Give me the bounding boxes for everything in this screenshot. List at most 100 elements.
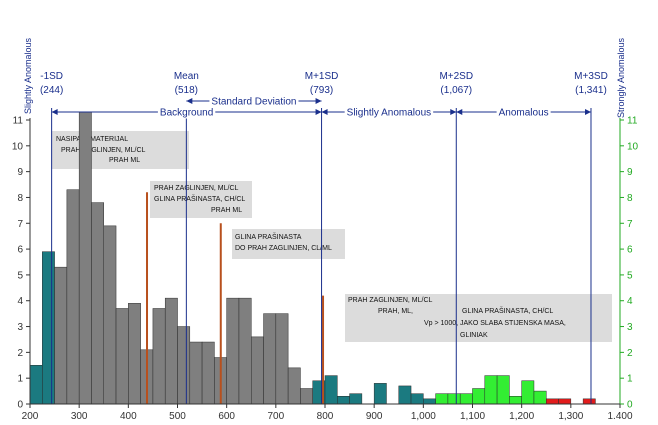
histogram-bar [496, 375, 510, 405]
histogram-bar [324, 375, 338, 405]
annotation-box: PRAH ZAGLINJEN, ML/CL GLINA PRAŠINASTA, C… [150, 181, 252, 218]
zone-arrow-left [51, 109, 58, 115]
histogram-bar [29, 365, 43, 405]
annotation-text: PRAH ML [211, 207, 242, 214]
zone-label: Anomalous [499, 108, 549, 119]
y-tick-label-left: 3 [17, 322, 23, 333]
stat-label: -1SD [40, 71, 63, 82]
y-tick-label-left: 1 [17, 374, 23, 385]
histogram-bar [546, 398, 559, 405]
annotation-text: PRAH ZAGLINJEN, ML/CL [348, 297, 433, 304]
histogram-bar [558, 398, 572, 405]
annotation-text: GLINA PRAŠINASTA, CH/CL [154, 194, 245, 203]
x-tick-label: 900 [366, 411, 383, 422]
y-tick-label-left: 2 [17, 348, 23, 359]
stat-value-label: (244) [40, 85, 63, 96]
annotation-text: GLINIAK [460, 332, 488, 339]
histogram-bar [447, 393, 461, 405]
zone-label-background [157, 107, 216, 119]
histogram-bar [66, 189, 80, 405]
histogram-bar [533, 390, 547, 405]
histogram-bar [398, 385, 412, 405]
histogram-bar [226, 297, 240, 405]
annotation-background [232, 229, 345, 259]
histogram-bar [263, 313, 277, 405]
zone-arrow-right [450, 109, 457, 115]
annotation-text: PRAH ZAGLINJEN, ML/CL [61, 147, 146, 154]
y-tick-label-left: 6 [17, 245, 23, 256]
annotation-background [345, 294, 612, 342]
y-tick-label-left: 4 [17, 296, 23, 307]
histogram-bar [349, 393, 363, 405]
y-tick-label-right: 11 [627, 116, 638, 127]
std-dev-label-background [209, 96, 299, 108]
x-tick-label: 600 [218, 411, 235, 422]
histogram-bar [78, 112, 92, 405]
y-tick-label-left: 8 [17, 193, 23, 204]
y-tick-label-right: 10 [627, 141, 639, 152]
annotation-text: Vp > 1000, [424, 320, 458, 327]
annotation-text: GLINA PRAŠINASTA [235, 232, 302, 241]
histogram-bar [189, 341, 203, 405]
annotation-box: GLINA PRAŠINASTA DO PRAH ZAGLINJEN, CL/ML [232, 229, 345, 259]
zone-arrow-right [315, 109, 322, 115]
annotation-text: DO PRAH ZAGLINJEN, CL/ML [235, 245, 332, 252]
stat-label: M+2SD [439, 71, 473, 82]
histogram-bar [459, 393, 473, 405]
histogram-bar [275, 313, 289, 405]
zone-arrow-right [584, 109, 591, 115]
stat-label: M+1SD [305, 71, 339, 82]
y-tick-label-right: 3 [627, 322, 633, 333]
zone-arrow-left [456, 109, 463, 115]
histogram-bar [521, 380, 535, 405]
histogram-bar [509, 396, 522, 405]
annotation-background [52, 131, 189, 169]
zone-label-background [344, 107, 434, 119]
histogram-bar [287, 367, 301, 405]
x-tick-label: 800 [317, 411, 334, 422]
x-tick-label: 1.400 [607, 411, 632, 422]
bars-layer [29, 112, 596, 405]
histogram-bar [91, 202, 105, 405]
histogram-bar [300, 388, 313, 405]
histogram-bar [582, 398, 596, 405]
histogram-bar [484, 375, 498, 405]
y-tick-label-right: 5 [627, 270, 633, 281]
y-tick-label-left: 11 [13, 116, 24, 127]
x-tick-label: 700 [267, 411, 284, 422]
histogram-bar [435, 393, 449, 405]
histogram-bar [42, 251, 55, 405]
std-dev-arrow-left [186, 98, 193, 104]
histogram-bar [238, 297, 252, 405]
zone-label: Slightly Anomalous [347, 108, 432, 119]
histogram-bar [410, 393, 424, 405]
x-tick-label: 500 [169, 411, 186, 422]
stat-value-label: (518) [175, 85, 198, 96]
stat-lines-layer: -1SD (244) Mean (518) M+1SD (793) M+2SD (1,067)… [23, 37, 626, 404]
annotation-text: PRAH ML [109, 157, 140, 164]
x-tick-label: 1,100 [460, 411, 485, 422]
x-tick-label: 400 [120, 411, 137, 422]
y-tick-label-right: 9 [627, 167, 633, 178]
side-label-left: Slightly Anomalous [23, 37, 33, 114]
side-label-right: Strongly Anomalous [616, 37, 626, 118]
annotation-background [150, 181, 252, 218]
marker-layer [146, 192, 325, 404]
histogram-bar [54, 266, 68, 405]
annotation-box: NASIPANI MATERIJAL PRAH ZAGLINJEN, ML/CL P… [52, 131, 189, 169]
y-tick-label-right: 6 [627, 245, 633, 256]
x-tick-label: 1,300 [558, 411, 583, 422]
y-tick-label-right: 2 [627, 348, 633, 359]
histogram-bar [103, 225, 117, 405]
histogram-bar [164, 297, 178, 405]
annotation-text: GLINA PRAŠINASTA, CH/CL [462, 306, 553, 315]
y-tick-label-right: 7 [627, 219, 633, 230]
histogram-bar [115, 308, 129, 405]
y-tick-label-left: 10 [12, 141, 24, 152]
annotation-text: JAKO SLABA STIJENSKA MASA, [460, 320, 566, 327]
y-tick-label-left: 7 [17, 219, 23, 230]
x-tick-label: 1,000 [411, 411, 436, 422]
histogram-bar [201, 341, 215, 405]
